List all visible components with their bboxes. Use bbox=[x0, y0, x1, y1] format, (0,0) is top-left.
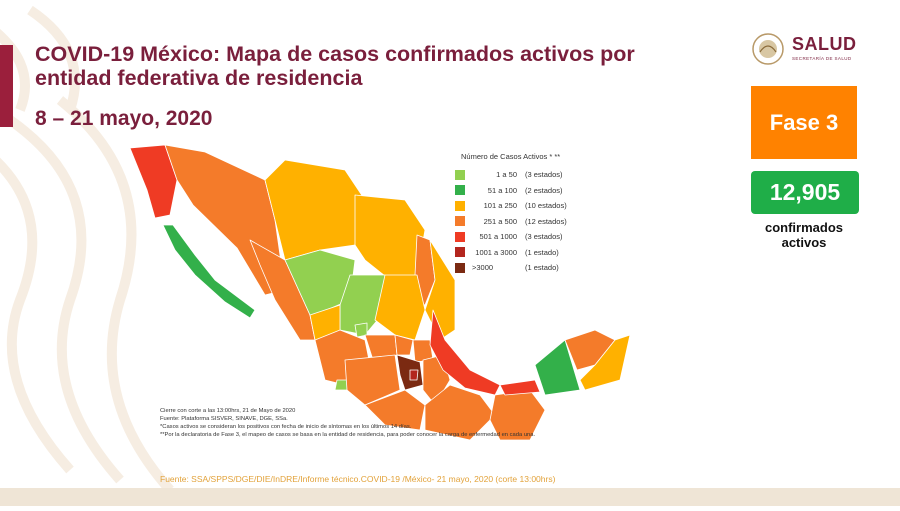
mexico-map bbox=[125, 140, 635, 460]
legend-swatch bbox=[455, 185, 465, 196]
state-guerrero bbox=[364, 389, 426, 431]
state-queretaro bbox=[394, 334, 414, 356]
legend-swatch bbox=[455, 169, 465, 180]
legend-item: 1001 a 3000 (1 estado) bbox=[455, 245, 567, 261]
legend-range: 101 a 250 bbox=[483, 201, 517, 211]
background-pattern bbox=[0, 0, 220, 506]
legend-item: 501 a 1000 (3 estados) bbox=[455, 229, 567, 245]
state-campeche bbox=[534, 339, 581, 396]
legend-swatch bbox=[455, 262, 465, 273]
note-line: Fuente: Plataforma SISVER, SINAVE, DGE, … bbox=[160, 416, 288, 422]
state-baja-california-sur bbox=[162, 224, 256, 319]
legend-range: 1001 a 3000 bbox=[475, 247, 517, 257]
state-coahuila bbox=[354, 194, 426, 281]
legend-states: (12 estados) bbox=[525, 216, 567, 226]
map-notes: Cierre con corte a las 13:00hrs, 21 de M… bbox=[160, 407, 535, 439]
state-tabasco bbox=[499, 379, 541, 396]
legend-states: (2 estados) bbox=[525, 185, 563, 195]
date-range: 8 – 21 mayo, 2020 bbox=[35, 107, 213, 130]
legend-swatch bbox=[455, 200, 465, 211]
state-cdmx bbox=[409, 369, 419, 381]
legend-title: Número de Casos Activos * ** bbox=[461, 152, 561, 161]
legend-states: (3 estados) bbox=[525, 232, 563, 242]
legend-range: 501 a 1000 bbox=[479, 232, 517, 242]
legend-states: (3 estados) bbox=[525, 170, 563, 180]
legend-states: (1 estado) bbox=[525, 247, 559, 257]
map-legend: Número de Casos Activos * ** 1 a 50 (3 e… bbox=[455, 152, 567, 276]
phase-badge: Fase 3 bbox=[751, 86, 857, 159]
active-cases-label: confirmados activos bbox=[764, 220, 843, 250]
salud-logo bbox=[750, 30, 862, 68]
legend-item: 51 a 100 (2 estados) bbox=[455, 183, 567, 199]
legend-swatch bbox=[455, 247, 465, 258]
accent-bar bbox=[0, 45, 13, 127]
note-line: Cierre con corte a las 13:00hrs, 21 de M… bbox=[160, 408, 296, 414]
legend-item: 1 a 50 (3 estados) bbox=[455, 167, 567, 183]
state-michoacan bbox=[344, 354, 401, 406]
legend-range: 251 a 500 bbox=[483, 216, 517, 226]
legend-swatch bbox=[455, 216, 465, 227]
footer-band bbox=[0, 488, 900, 506]
legend-range: 1 a 50 bbox=[496, 170, 517, 180]
legend-range: >3000 bbox=[472, 263, 494, 273]
note-line: **Por la declaratoria de Fase 3, el mape… bbox=[160, 432, 536, 438]
legend-states: (1 estado) bbox=[525, 263, 559, 273]
legend-item: 251 a 500 (12 estados) bbox=[455, 214, 567, 230]
legend-swatch bbox=[455, 231, 465, 242]
state-quintana-roo bbox=[579, 334, 631, 391]
legend-range: 51 a 100 bbox=[487, 185, 517, 195]
state-san-luis-potosi bbox=[374, 274, 426, 341]
logo-subtitle: SECRETARÍA DE SALUD bbox=[792, 56, 852, 61]
legend-states: (10 estados) bbox=[525, 201, 567, 211]
logo-name: SALUD bbox=[792, 34, 857, 54]
state-chihuahua bbox=[264, 159, 366, 261]
source-text: Fuente: SSA/SPPS/DGE/DIE/InDRE/Informe t… bbox=[160, 474, 556, 484]
note-line: *Casos activos se consideran los positiv… bbox=[160, 424, 412, 430]
legend-item: >3000 (1 estado) bbox=[455, 260, 567, 276]
active-cases-count: 12,905 bbox=[751, 171, 859, 214]
legend-item: 101 a 250 (10 estados) bbox=[455, 198, 567, 214]
page-title: COVID-19 México: Mapa de casos confirmad… bbox=[35, 42, 635, 90]
